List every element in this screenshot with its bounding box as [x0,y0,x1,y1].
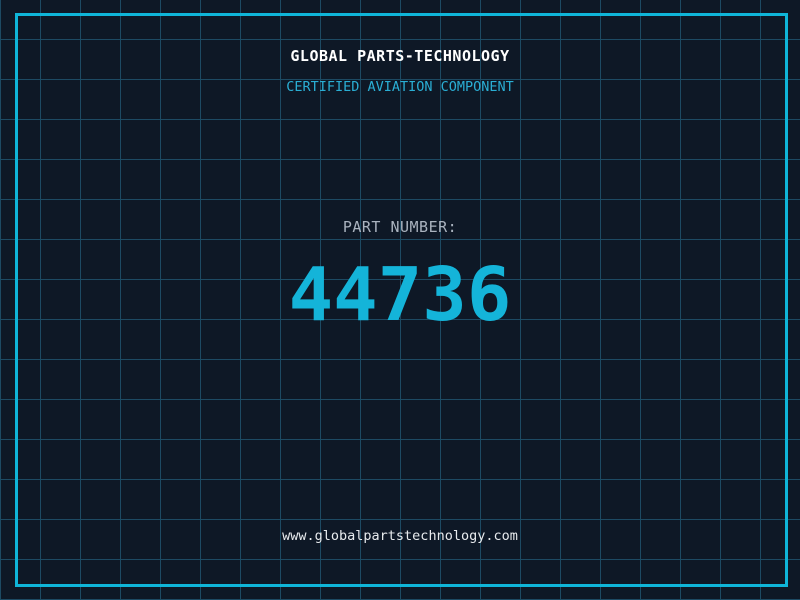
website-url: www.globalpartstechnology.com [282,528,518,544]
company-title: GLOBAL PARTS-TECHNOLOGY [290,47,510,65]
part-number-label: PART NUMBER: [342,218,458,236]
certification-subtitle: CERTIFIED AVIATION COMPONENT [286,79,514,95]
part-number-value: 44736 [288,252,512,338]
